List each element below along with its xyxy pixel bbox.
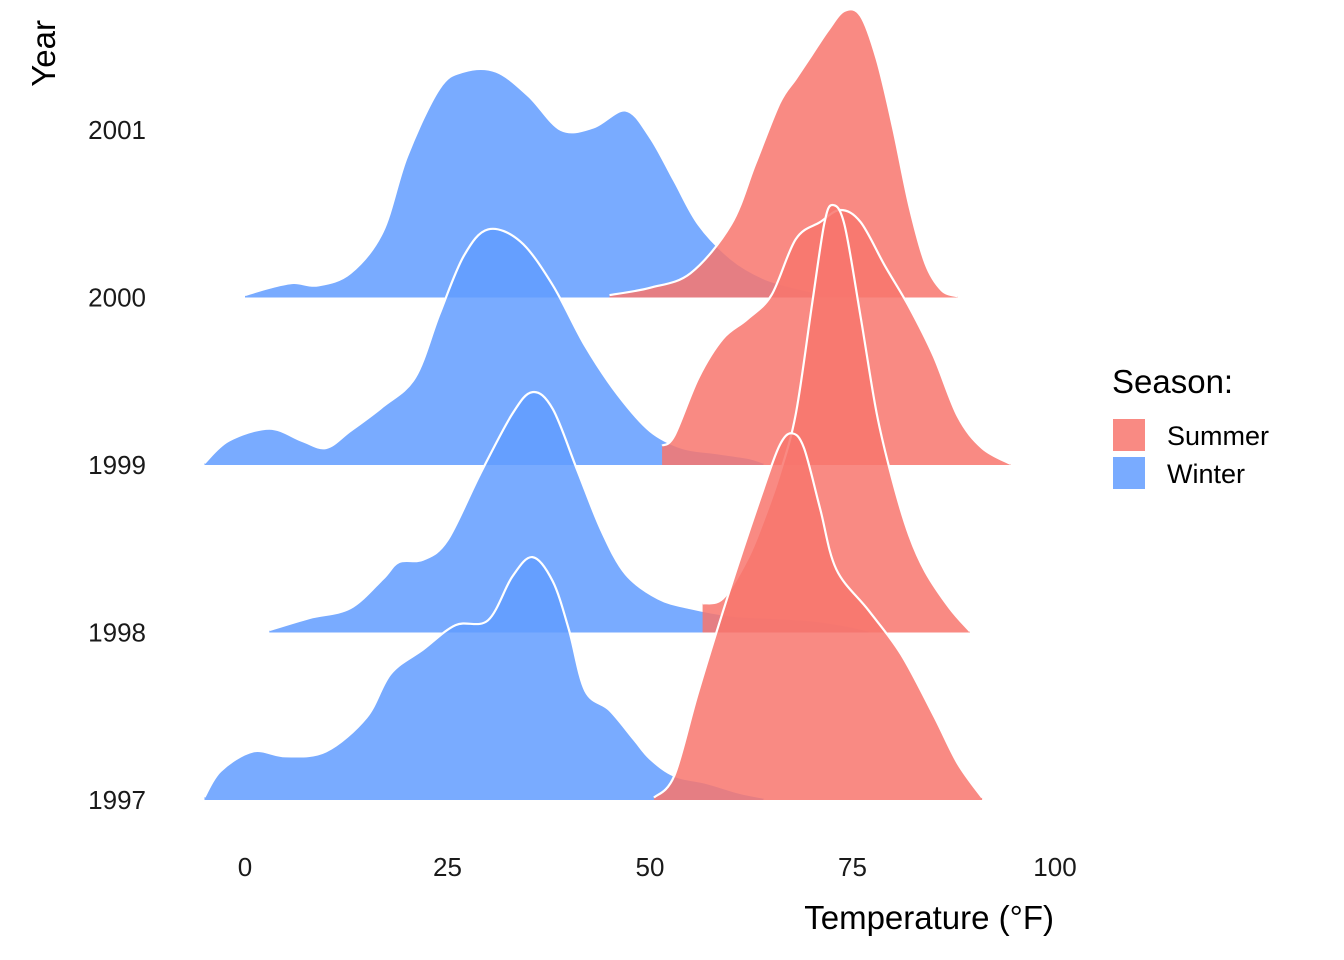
- legend-item-winter: Winter: [1113, 457, 1245, 489]
- ridge-outline-winter-1997: [203, 556, 764, 799]
- ridge-area-winter-1999: [204, 228, 764, 465]
- y-tick-label-1998: 1998: [88, 618, 146, 648]
- y-axis-ticks: 1997 1998 1999 2000 2001: [88, 115, 146, 815]
- ridge-area-summer-2000: [609, 9, 958, 298]
- ridges: [203, 8, 1011, 800]
- y-tick-label-2001: 2001: [88, 115, 146, 145]
- ridge-outline-summer-2000: [609, 8, 959, 298]
- legend-label-summer: Summer: [1167, 421, 1269, 451]
- ridge-area-winter-2000: [245, 69, 829, 298]
- x-axis-ticks: 0 25 50 75 100: [238, 852, 1077, 882]
- y-tick-label-1999: 1999: [88, 450, 146, 480]
- ridge-area-winter-1997: [204, 557, 764, 800]
- legend-swatch-winter: [1113, 457, 1145, 489]
- x-tick-label-0: 0: [238, 852, 252, 882]
- x-tick-label-100: 100: [1033, 852, 1076, 882]
- ridge-area-summer-1997: [654, 433, 983, 800]
- ridge-area-winter-1998: [269, 391, 869, 633]
- legend-item-summer: Summer: [1113, 419, 1269, 451]
- ridge-winter-1997: [203, 556, 764, 800]
- ridge-outline-summer-1997: [653, 432, 983, 799]
- legend-label-winter: Winter: [1167, 459, 1245, 489]
- y-tick-label-2000: 2000: [88, 283, 146, 313]
- y-tick-label-1997: 1997: [88, 785, 146, 815]
- x-tick-label-25: 25: [433, 852, 462, 882]
- x-tick-label-75: 75: [838, 852, 867, 882]
- x-axis-title: Temperature (°F): [804, 899, 1054, 936]
- y-axis-title: Year: [25, 20, 62, 87]
- legend: Season: Summer Winter: [1112, 363, 1269, 489]
- ridge-summer-1997: [653, 432, 983, 800]
- legend-title: Season:: [1112, 363, 1233, 400]
- ridge-summer-2000: [609, 8, 959, 298]
- legend-items: Summer Winter: [1113, 419, 1269, 489]
- x-tick-label-50: 50: [636, 852, 665, 882]
- legend-swatch-summer: [1113, 419, 1145, 451]
